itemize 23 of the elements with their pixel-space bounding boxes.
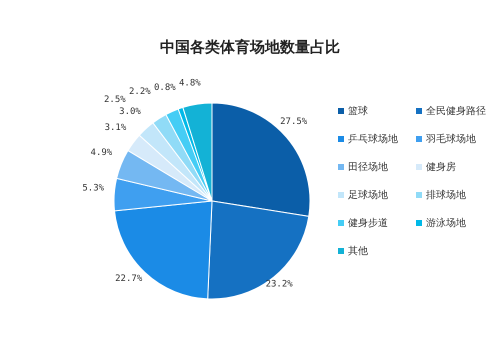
data-label: 2.2% (129, 86, 152, 97)
data-label: 22.7% (115, 274, 143, 284)
data-label: 23.2% (266, 279, 294, 290)
legend-label: 田径场地 (347, 160, 389, 174)
legend-label: 羽毛球场地 (425, 132, 477, 146)
legend-label: 游泳场地 (425, 216, 467, 230)
data-label: 4.9% (90, 148, 113, 158)
data-label: 5.3% (82, 183, 105, 194)
legend-label: 乒乓球场地 (347, 132, 399, 146)
legend-label: 健身房 (425, 160, 457, 174)
data-label: 27.5% (280, 116, 308, 127)
legend-label: 篮球 (347, 104, 369, 118)
legend-label: 健身步道 (347, 216, 389, 230)
data-label: 4.8% (179, 78, 202, 88)
legend-label: 足球场地 (347, 188, 389, 202)
legend-label: 全民健身路径 (425, 105, 487, 118)
data-label: 3.0% (119, 106, 142, 117)
legend-label: 其他 (347, 244, 369, 258)
data-label: 2.5% (104, 94, 126, 105)
data-label: 0.8% (154, 83, 176, 94)
chart-title: 中国各类体育场地数量占比 (159, 38, 341, 57)
data-label: 3.1% (104, 123, 127, 134)
legend-label: 排球场地 (425, 188, 467, 202)
